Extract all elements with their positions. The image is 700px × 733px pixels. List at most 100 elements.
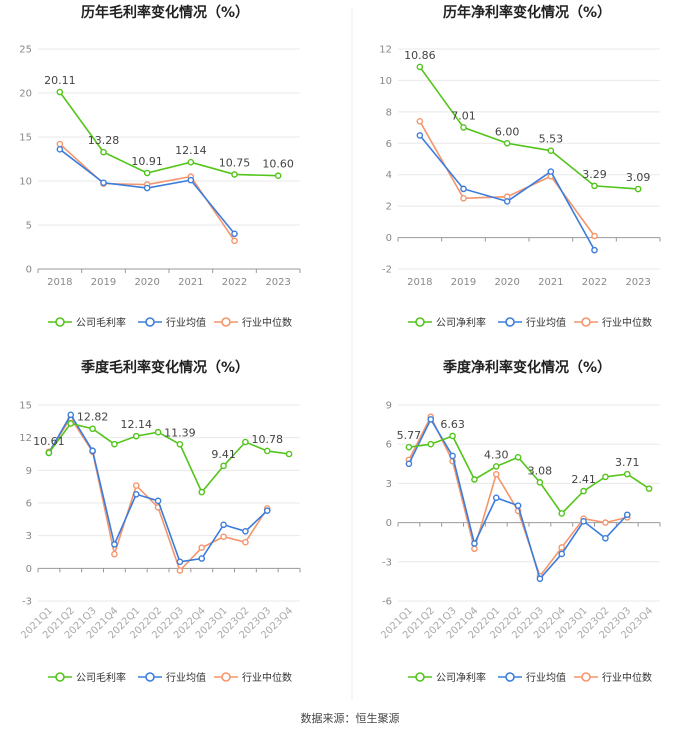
data-point-industry_median	[492, 470, 500, 478]
y-tick-label: 3	[26, 531, 32, 542]
legend-item-industry_avg: 行业均值	[498, 671, 566, 684]
data-label: 6.00	[495, 125, 520, 138]
chart-title: 历年毛利率变化情况（%）	[81, 4, 249, 21]
legend-marker	[55, 317, 65, 327]
legend-label: 行业中位数	[602, 671, 652, 684]
y-tick-label: 8	[386, 107, 392, 118]
data-point-industry_avg	[449, 452, 456, 460]
x-tick-label: 2018	[407, 277, 432, 288]
data-point-industry_median	[416, 117, 424, 125]
data-point-company	[547, 147, 555, 154]
legend-marker	[55, 672, 65, 682]
data-point-company	[242, 438, 249, 446]
x-tick-label: 2021	[538, 277, 563, 288]
data-point-industry_avg	[471, 540, 478, 547]
data-point-company	[492, 463, 500, 470]
data-point-industry_avg	[623, 511, 631, 519]
y-tick-label: 0	[386, 233, 392, 244]
legend-marker	[581, 317, 591, 327]
data-point-industry_avg	[56, 146, 64, 153]
legend-label: 公司毛利率	[76, 671, 126, 684]
legend-label: 行业中位数	[242, 316, 292, 329]
data-point-industry_avg	[231, 230, 238, 238]
legend-item-industry_avg: 行业均值	[138, 671, 206, 684]
data-point-company	[580, 487, 587, 495]
data-point-industry_median	[460, 194, 467, 202]
data-point-industry_median	[132, 482, 140, 489]
data-point-industry_avg	[132, 490, 140, 498]
x-tick-label: 2019	[451, 277, 476, 288]
data-point-company	[274, 172, 282, 180]
y-tick-label: 10	[19, 177, 32, 188]
data-point-company	[645, 485, 653, 492]
data-label: 10.78	[252, 433, 284, 446]
data-point-industry_avg	[154, 497, 162, 505]
data-point-company	[220, 462, 227, 470]
data-point-company	[285, 450, 293, 458]
y-tick-label: 20	[19, 89, 32, 100]
data-point-company	[471, 476, 478, 483]
legend-item-industry_median: 行业中位数	[574, 316, 652, 329]
x-tick-label: 2020	[134, 277, 159, 288]
y-tick-label: 25	[19, 45, 32, 56]
data-point-company	[602, 473, 609, 481]
data-label: 6.63	[440, 418, 465, 431]
y-tick-label: 5	[26, 221, 32, 232]
data-point-industry_median	[176, 567, 184, 574]
data-label: 3.29	[582, 168, 607, 181]
data-label: 10.60	[262, 158, 294, 171]
legend-label: 行业均值	[166, 316, 206, 329]
y-tick-label: -2	[382, 265, 392, 276]
legend-marker	[415, 317, 425, 327]
chart-3: 季度毛利率变化情况（%）-3036912152021Q12021Q22021Q3…	[19, 359, 301, 684]
data-point-industry_median	[602, 519, 609, 526]
series-line-industry_median	[419, 120, 596, 237]
legend-label: 公司毛利率	[76, 316, 126, 329]
legend-marker	[505, 317, 515, 327]
data-point-industry_median	[198, 544, 206, 551]
y-tick-label: 15	[19, 401, 32, 412]
chart-title: 季度毛利率变化情况（%）	[80, 359, 249, 376]
data-label: 11.39	[164, 426, 196, 439]
data-point-company	[45, 449, 53, 457]
source-note: 数据来源：恒生聚源	[300, 712, 400, 725]
data-point-industry_avg	[580, 517, 587, 525]
data-point-industry_avg	[187, 176, 195, 184]
data-point-company	[67, 420, 75, 427]
data-point-industry_avg	[405, 460, 413, 468]
series-line-industry_avg	[408, 417, 628, 581]
series-line-company	[408, 434, 650, 515]
x-tick-label: 2023	[625, 277, 650, 288]
x-tick-label: 2022	[222, 277, 247, 288]
data-point-company	[89, 425, 96, 433]
series-line-company	[419, 66, 639, 190]
y-tick-label: 2	[386, 202, 392, 213]
data-label: 4.30	[484, 448, 509, 461]
legend-label: 公司净利率	[436, 316, 486, 329]
data-point-industry_avg	[100, 179, 107, 187]
legend-label: 行业均值	[526, 671, 566, 684]
data-label: 20.11	[44, 74, 76, 87]
legend-marker	[221, 317, 231, 327]
y-tick-label: 6	[386, 139, 392, 150]
y-tick-label: 9	[26, 466, 32, 477]
data-label: 5.77	[397, 429, 422, 442]
data-point-industry_median	[231, 237, 238, 245]
data-label: 5.53	[539, 133, 564, 146]
x-tick-label: 2023	[265, 277, 290, 288]
data-point-industry_avg	[536, 575, 544, 583]
data-point-company	[132, 432, 140, 440]
y-tick-label: -3	[22, 597, 32, 608]
y-tick-label: 0	[386, 518, 392, 529]
data-point-company	[591, 182, 598, 190]
data-point-industry_avg	[220, 521, 227, 529]
data-point-company	[56, 88, 64, 96]
legend-marker	[415, 672, 425, 682]
data-point-industry_avg	[198, 555, 206, 562]
data-point-industry_avg	[503, 198, 511, 205]
data-point-company	[416, 63, 424, 71]
chart-title: 历年净利率变化情况（%）	[443, 4, 611, 21]
legend-item-industry_median: 行业中位数	[574, 671, 652, 684]
legend-marker	[145, 317, 155, 327]
